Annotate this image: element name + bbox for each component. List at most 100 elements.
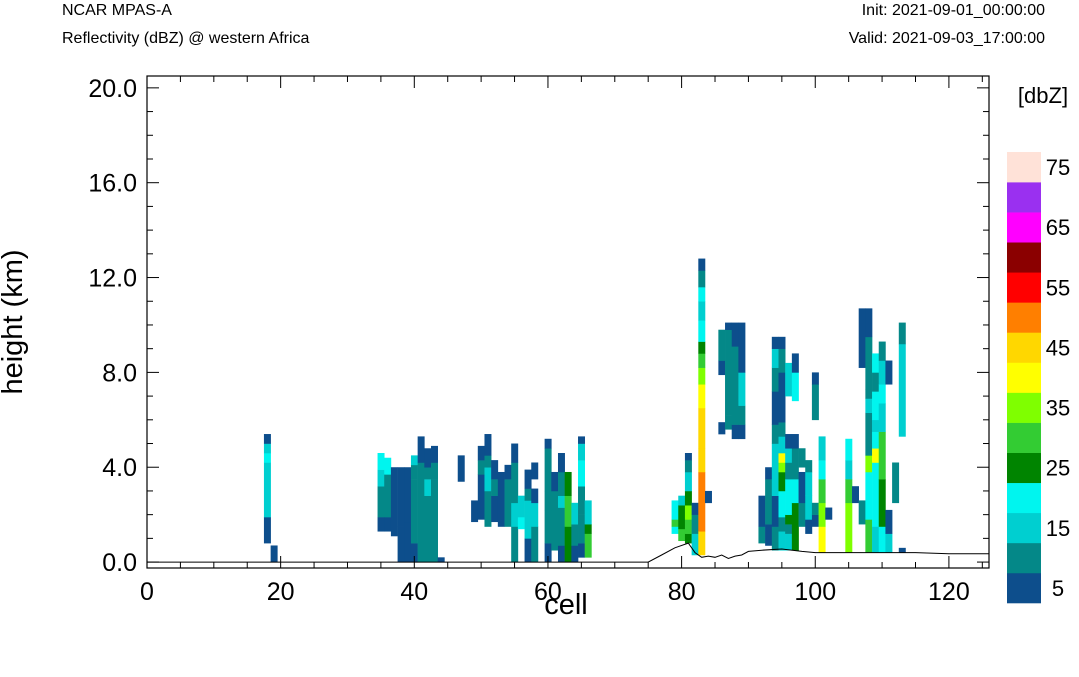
reflectivity-cell bbox=[758, 495, 766, 527]
reflectivity-cell bbox=[557, 545, 565, 563]
reflectivity-cell bbox=[384, 474, 392, 518]
reflectivity-cell bbox=[845, 479, 853, 504]
reflectivity-cell bbox=[684, 460, 692, 473]
reflectivity-cell bbox=[778, 517, 786, 532]
plot-subtitle: Reflectivity (dBZ) @ western Africa bbox=[62, 30, 310, 47]
colorbar-swatch bbox=[1007, 452, 1041, 484]
reflectivity-cell bbox=[410, 464, 418, 480]
reflectivity-cell bbox=[878, 479, 886, 527]
reflectivity-cell bbox=[818, 526, 826, 553]
reflectivity-cell bbox=[390, 467, 398, 537]
reflectivity-cell bbox=[725, 329, 733, 416]
reflectivity-cell bbox=[811, 384, 819, 421]
colorbar-label: 45 bbox=[1046, 335, 1070, 360]
valid-time: Valid: 2021-09-03_17:00:00 bbox=[848, 30, 1045, 47]
colorbar: 5 15 25 35 45 55 65 75 bbox=[1007, 152, 1070, 604]
reflectivity-cell bbox=[771, 336, 779, 349]
reflectivity-cell bbox=[778, 436, 786, 454]
colorbar-label: 35 bbox=[1046, 396, 1070, 421]
reflectivity-cell bbox=[410, 543, 418, 563]
reflectivity-cell bbox=[678, 528, 686, 542]
reflectivity-cell bbox=[564, 471, 572, 496]
terrain-line bbox=[147, 542, 989, 563]
reflectivity-cell bbox=[785, 362, 793, 397]
reflectivity-cell bbox=[584, 524, 592, 534]
reflectivity-cell bbox=[684, 453, 692, 461]
terrain-outline bbox=[147, 542, 989, 563]
colorbar-swatch bbox=[1007, 272, 1041, 303]
reflectivity-cell bbox=[578, 436, 585, 444]
reflectivity-cell bbox=[557, 507, 565, 527]
reflectivity-cells bbox=[263, 258, 906, 563]
reflectivity-cell bbox=[584, 500, 592, 525]
reflectivity-cell bbox=[771, 443, 779, 496]
reflectivity-cell bbox=[898, 343, 906, 437]
reflectivity-cell bbox=[671, 519, 679, 527]
reflectivity-cell bbox=[798, 448, 806, 468]
reflectivity-cell bbox=[738, 322, 746, 373]
reflectivity-cell bbox=[758, 526, 766, 544]
reflectivity-cell bbox=[845, 502, 853, 553]
reflectivity-cell bbox=[544, 490, 552, 511]
reflectivity-cell bbox=[778, 471, 786, 492]
reflectivity-cell bbox=[578, 486, 585, 515]
reflectivity-cell bbox=[377, 517, 385, 532]
reflectivity-cell bbox=[384, 457, 392, 475]
reflectivity-cell bbox=[798, 471, 806, 504]
reflectivity-cell bbox=[698, 320, 706, 342]
reflectivity-cell bbox=[410, 455, 418, 466]
reflectivity-cell bbox=[698, 287, 706, 302]
reflectivity-cell bbox=[778, 462, 786, 473]
colorbar-swatch bbox=[1007, 512, 1041, 544]
reflectivity-cell bbox=[892, 462, 900, 504]
reflectivity-cell bbox=[778, 490, 786, 518]
reflectivity-cell bbox=[698, 384, 706, 409]
y-tick-label: 4.0 bbox=[102, 454, 137, 482]
reflectivity-cell bbox=[511, 502, 519, 527]
colorbar-label: 25 bbox=[1046, 456, 1070, 481]
reflectivity-cell bbox=[878, 341, 886, 361]
reflectivity-cell bbox=[731, 322, 739, 347]
reflectivity-cell bbox=[805, 460, 813, 473]
reflectivity-cell bbox=[738, 424, 746, 440]
reflectivity-cell bbox=[578, 443, 585, 461]
reflectivity-cell bbox=[805, 471, 813, 496]
x-axis-ticks: 0 20 40 60 80 100 120 bbox=[140, 76, 983, 606]
y-tick-label: 8.0 bbox=[102, 359, 137, 387]
reflectivity-cell bbox=[584, 533, 592, 558]
reflectivity-cell bbox=[698, 367, 706, 385]
reflectivity-cell bbox=[718, 422, 726, 435]
reflectivity-cell bbox=[544, 543, 552, 563]
reflectivity-cell bbox=[785, 479, 793, 515]
reflectivity-cell bbox=[698, 258, 706, 271]
reflectivity-cell bbox=[778, 531, 786, 551]
reflectivity-cell bbox=[738, 372, 746, 406]
reflectivity-cell bbox=[878, 360, 886, 385]
reflectivity-cell bbox=[872, 462, 880, 527]
reflectivity-cell bbox=[263, 453, 271, 463]
reflectivity-cell bbox=[858, 500, 866, 525]
reflectivity-cell bbox=[865, 398, 873, 413]
reflectivity-cell bbox=[872, 448, 880, 463]
reflectivity-cell bbox=[404, 521, 412, 563]
reflectivity-cell bbox=[551, 526, 559, 551]
reflectivity-cell bbox=[805, 519, 813, 534]
reflectivity-cell bbox=[424, 479, 432, 496]
reflectivity-cell bbox=[684, 533, 692, 544]
colorbar-label: 65 bbox=[1046, 215, 1070, 240]
reflectivity-cell bbox=[845, 438, 853, 461]
colorbar-swatch bbox=[1007, 212, 1041, 243]
reflectivity-cell bbox=[785, 448, 793, 463]
colorbar-label: 55 bbox=[1046, 275, 1070, 300]
reflectivity-cell bbox=[678, 505, 686, 530]
reflectivity-cell bbox=[424, 467, 432, 480]
reflectivity-cell bbox=[491, 495, 499, 523]
y-axis-title: height (km) bbox=[0, 249, 29, 394]
reflectivity-cell bbox=[778, 348, 786, 373]
reflectivity-cell bbox=[798, 502, 806, 527]
reflectivity-cell bbox=[818, 502, 826, 527]
colorbar-swatch bbox=[1007, 242, 1041, 273]
colorbar-swatch bbox=[1007, 572, 1041, 604]
reflectivity-cell bbox=[765, 524, 773, 546]
reflectivity-cell bbox=[678, 495, 686, 506]
